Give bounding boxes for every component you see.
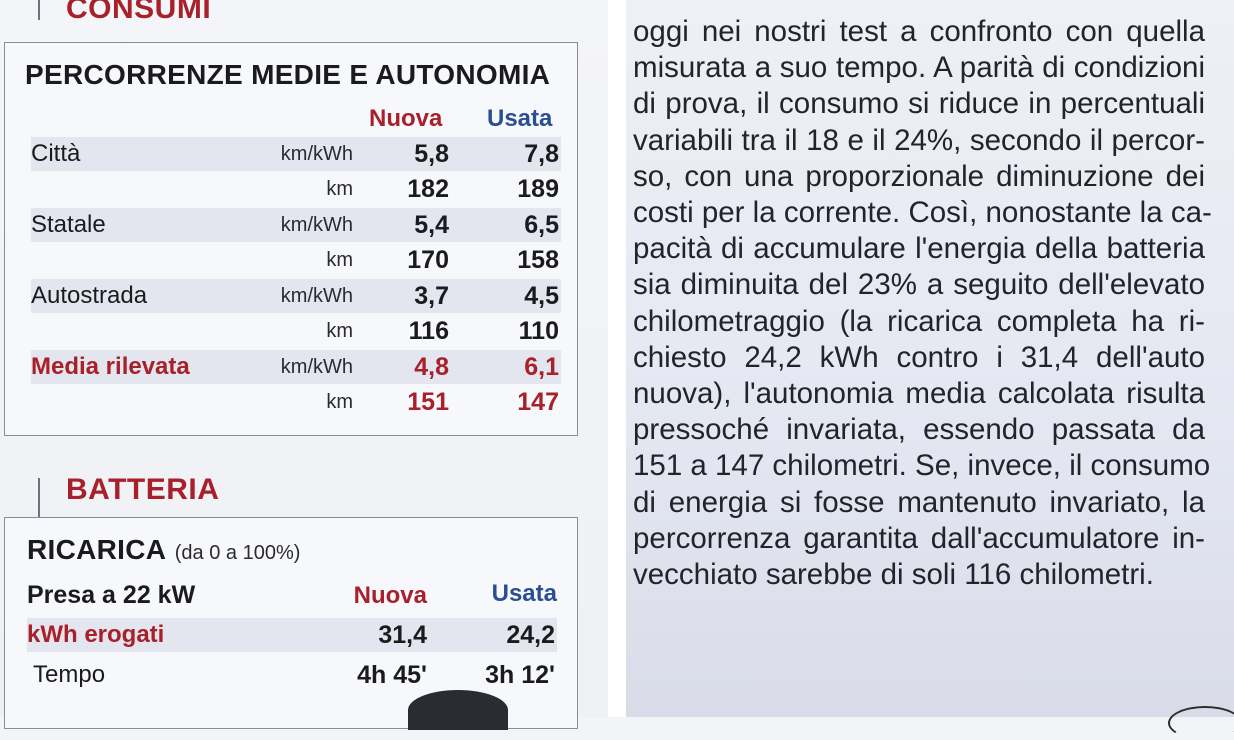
article-line: di energia si fosse mantenuto invariato,… [633,485,1205,519]
article-line: pacità di accumulare l'energia della bat… [633,232,1205,266]
article-line: chilometraggio (la ricarica completa ha … [633,304,1205,338]
batteria-col-header-new: Nuova [353,582,427,609]
ricarica-heading: RICARICA (da 0 a 100%) [27,534,300,566]
row-label: Autostrada [31,282,148,309]
row-unit: km [326,320,353,342]
section-marker [38,0,40,20]
consumi-section-title: CONSUMI [66,0,212,25]
table-row: Autostrada km/kWh 3,7 4,5 [31,279,561,313]
row-unit: km [326,178,353,200]
col-header-new: Nuova [369,105,443,132]
article-line: vecchiato sarebbe di soli 116 chilometri… [633,558,1154,592]
article-line: nuova), l'autonomia media calcolata risu… [633,377,1205,411]
article-line: so, con una proporzionale diminuzione de… [633,159,1205,193]
row-label: Statale [31,211,106,238]
row-unit: km/kWh [280,213,353,236]
article-line: percorrenza garantita dall'accumulatore … [633,521,1205,555]
kwh-label: kWh erogati [27,621,165,648]
batteria-col-header-used: Usata [491,580,557,607]
right-panel [626,0,1234,717]
row-unit: km/kWh [280,142,353,165]
row-value-used: 4,5 [524,281,559,310]
article-line: variabili tra il 18 e il 24%, secondo il… [633,123,1205,157]
tempo-used-value: 3h 12' [485,660,555,689]
article-line: oggi nei nostri test a confronto con que… [633,15,1205,48]
row-value-new: 4,8 [414,352,449,381]
tempo-new-value: 4h 45' [357,660,427,689]
row-value-used: 6,5 [524,210,559,239]
row-value-used: 158 [517,246,559,274]
article-line: chiesto 24,2 kWh contro i 31,4 dell'auto [633,340,1205,374]
presa-label: Presa a 22 kW [27,580,196,609]
consumi-box-title: PERCORRENZE MEDIE E AUTONOMIA [25,59,551,90]
ricarica-subtitle: (da 0 a 100%) [174,542,301,564]
article-line: 151 a 147 chilometri. Se, invece, il con… [633,449,1211,483]
article-line: di prova, il consumo si riduce in percen… [633,87,1205,121]
article-line: pressoché invariata, essendo passata da [633,413,1205,447]
article-line: sia diminuita del 23% a seguito dell'ele… [633,268,1205,302]
decorative-arc [1168,706,1234,740]
col-header-used: Usata [487,105,553,132]
table-row: Città km/kWh 5,8 7,8 [31,137,561,171]
row-value-used: 6,1 [524,352,559,381]
table-row: km 151 147 [31,386,561,420]
consumi-table-box: PERCORRENZE MEDIE E AUTONOMIA Nuova Usat… [4,42,578,436]
table-row: Media rilevata km/kWh 4,8 6,1 [31,350,561,384]
row-unit: km/kWh [280,355,353,378]
kwh-row: kWh erogati 31,4 24,2 [27,618,557,652]
article-line: misurata a suo tempo. A parità di condiz… [633,51,1205,85]
article-text: oggi nei nostri test a confronto con que… [633,14,1212,593]
presa-row: Presa a 22 kW Nuova Usata [27,578,557,612]
column-divider [608,0,626,717]
row-value-new: 3,7 [414,281,449,310]
row-value-new: 116 [408,317,449,345]
row-unit: km [326,249,353,271]
row-value-used: 7,8 [524,139,559,168]
row-value-new: 5,4 [414,210,449,239]
row-value-new: 5,8 [414,139,449,168]
row-value-new: 170 [407,246,449,274]
row-unit: km [326,391,353,413]
row-value-used: 147 [517,388,559,416]
ricarica-title: RICARICA [27,534,167,565]
row-label: Città [31,140,81,167]
kwh-new-value: 31,4 [378,620,427,649]
table-row: km 116 110 [31,315,561,349]
row-value-new: 151 [407,388,449,416]
row-value-used: 110 [518,317,559,345]
row-value-used: 189 [517,175,559,203]
tempo-row: Tempo 4h 45' 3h 12' [27,658,557,692]
table-row: Statale km/kWh 5,4 6,5 [31,208,561,242]
row-label: Media rilevata [31,353,190,380]
photo-fragment [408,690,508,730]
batteria-section-title: BATTERIA [66,473,220,506]
kwh-used-value: 24,2 [506,620,555,649]
row-value-new: 182 [407,175,449,203]
tempo-label: Tempo [33,661,106,688]
table-row: km 170 158 [31,244,561,278]
row-unit: km/kWh [280,284,353,307]
section-marker [38,478,40,522]
table-row: km 182 189 [31,173,561,207]
batteria-table-box: RICARICA (da 0 a 100%) Presa a 22 kW Nuo… [4,517,578,729]
article-line: costi per la corrente. Così, nonostante … [633,196,1212,230]
